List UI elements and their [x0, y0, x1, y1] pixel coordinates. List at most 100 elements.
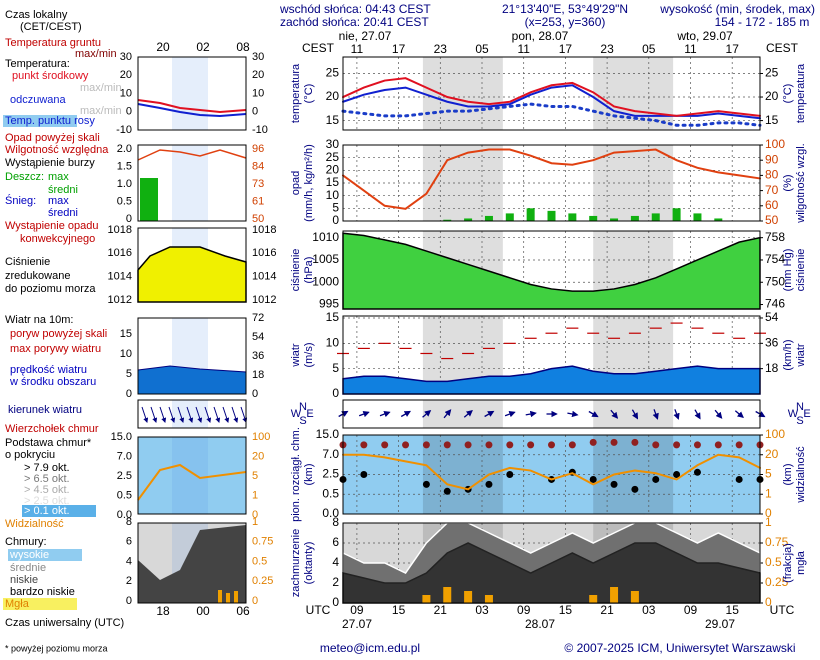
dot — [631, 485, 639, 493]
legend-temp — [137, 99, 247, 114]
bar — [630, 591, 639, 603]
legend-tick: 1 — [252, 489, 258, 501]
legend-label: Mgła — [5, 598, 30, 610]
legend-fog — [226, 593, 230, 603]
tick-label: 750 — [765, 274, 785, 288]
tick-label: 100 — [765, 427, 785, 441]
tick-label: 1005 — [312, 252, 339, 266]
dot — [673, 441, 681, 449]
tick-label: 1010 — [312, 230, 339, 244]
dot — [673, 471, 681, 478]
tick-label: 754 — [765, 252, 785, 266]
label-bg — [22, 505, 96, 517]
legend-tick: 2 — [126, 575, 132, 587]
legend-tick: 1014 — [252, 271, 276, 283]
legend-label: > 4.5 okt. — [24, 484, 70, 496]
legend-fog — [218, 590, 222, 603]
wind-arrow — [358, 411, 370, 418]
tick-label: 70 — [765, 183, 779, 197]
legend-label: zredukowane — [5, 270, 70, 282]
area — [342, 365, 761, 395]
legend-tick: 2.5 — [117, 470, 132, 482]
bar — [630, 215, 639, 221]
legend-label: > 6.5 okt. — [24, 473, 70, 485]
legend-arrow — [231, 406, 239, 423]
legend-tick: 0 — [252, 106, 258, 118]
bar — [484, 215, 493, 221]
copyright: © 2007-2025 ICM, Uniwersytet Warszawski — [564, 641, 795, 655]
wind-arrow — [422, 409, 432, 418]
legend-tick: 0.5 — [117, 195, 132, 207]
wind-arrow — [504, 411, 516, 418]
bar — [547, 210, 556, 221]
tick-label: 15.0 — [316, 427, 340, 441]
dot — [714, 441, 722, 449]
legend-tick: 0 — [126, 595, 132, 607]
legend-panel — [138, 57, 246, 130]
tick-label: 746 — [765, 297, 785, 311]
tick-label: 100 — [765, 137, 785, 151]
axis-label: (mm Hg) — [782, 249, 794, 292]
dot — [693, 441, 701, 449]
hour-label: 23 — [600, 42, 614, 56]
legend-label: > 0.1 okt. — [24, 505, 70, 517]
panel-bg — [343, 57, 760, 130]
legend-label: Wilgotność względna — [5, 144, 109, 156]
legend-tick: 1018 — [252, 224, 276, 236]
legend-tick: 0.5 — [117, 489, 132, 501]
dot — [568, 441, 576, 449]
wind-arrow — [379, 411, 391, 418]
dot — [652, 441, 660, 449]
legend-label: poryw powyżej skali — [10, 328, 107, 340]
legend-label: Wystąpienie opadu — [5, 220, 98, 232]
legend-label: Śnieg: — [5, 194, 36, 207]
legend-label: konwekcyjnego — [20, 233, 95, 245]
hour-label: 09 — [350, 603, 364, 617]
legend-tick: 30 — [120, 51, 132, 63]
hour-label: 17 — [559, 42, 573, 56]
legend-label: prędkość wiatru — [10, 364, 87, 376]
line — [342, 77, 761, 117]
tick-label: 1 — [765, 515, 772, 529]
dir-label: N — [299, 401, 307, 413]
bar — [484, 595, 493, 603]
wind-arrow — [734, 410, 744, 419]
hour-label: 11 — [517, 42, 530, 56]
legend-arrow — [141, 406, 149, 423]
dot — [485, 441, 493, 449]
wind-arrow — [567, 410, 579, 418]
tick-label: 36 — [765, 335, 779, 349]
panel-border — [342, 56, 761, 131]
tick-label: 10 — [326, 336, 340, 350]
email[interactable]: meteo@icm.edu.pl — [320, 641, 420, 655]
date: 27.07 — [342, 617, 372, 631]
legend-arrow — [204, 406, 212, 423]
bar — [589, 215, 598, 221]
hour-label: 11 — [684, 42, 697, 56]
tick-label: 2.5 — [322, 467, 339, 481]
legend-tick: 5 — [252, 470, 258, 482]
legend-tick: 84 — [252, 160, 264, 172]
legend-arrow — [168, 406, 176, 423]
label-bg — [3, 115, 77, 127]
legend-tick: 73 — [252, 178, 264, 190]
tick-label: 20 — [326, 89, 340, 103]
axis-label: (km/h) — [782, 339, 794, 370]
wind-arrow — [443, 409, 452, 419]
legend-tick: 8 — [126, 516, 132, 528]
legend-label: średnie — [10, 562, 46, 574]
legend-hour: 18 — [156, 604, 170, 618]
tick-label: 0.25 — [765, 575, 789, 589]
dot — [443, 441, 451, 449]
panel-border — [342, 144, 761, 222]
axis-label: (oktanty) — [303, 542, 315, 585]
tz-label: UTC — [770, 603, 795, 617]
tick-label: 0 — [332, 386, 339, 400]
dot — [548, 441, 555, 449]
date: wto, 29.07 — [676, 29, 733, 43]
tick-label: 0 — [765, 595, 772, 609]
legend-tick: 6 — [126, 536, 132, 548]
legend-arrow — [240, 406, 248, 423]
